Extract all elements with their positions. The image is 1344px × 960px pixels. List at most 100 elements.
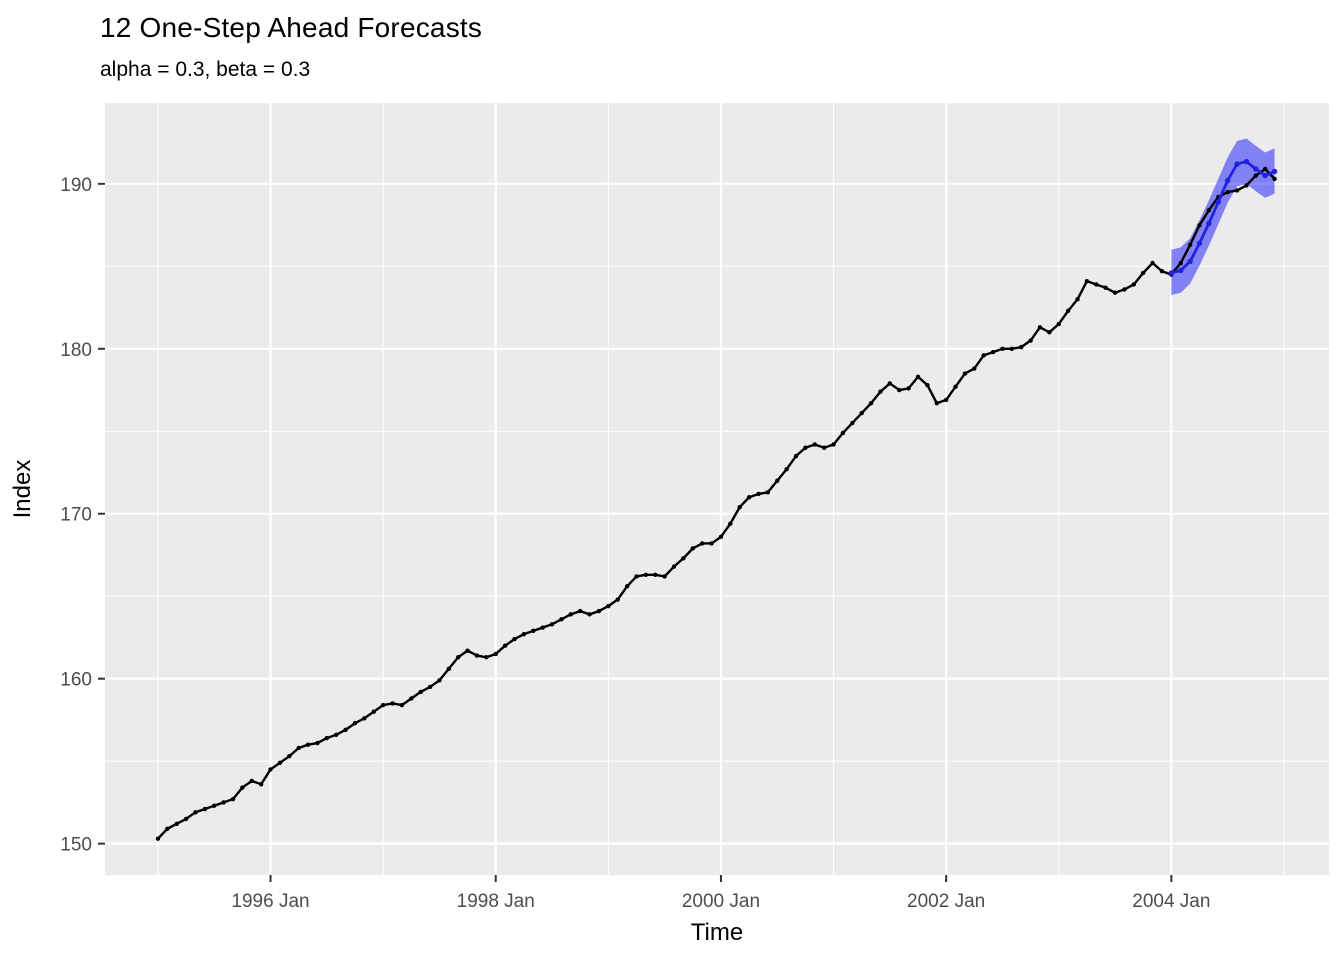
observed-point (455, 655, 461, 660)
observed-point (699, 541, 705, 546)
x-axis-title: Time (691, 919, 743, 946)
observed-point (737, 504, 742, 510)
observed-point (812, 442, 817, 447)
observed-point (221, 800, 226, 805)
observed-point (878, 389, 883, 394)
observed-point (1037, 325, 1043, 330)
observed-point (240, 785, 245, 790)
observed-point (756, 491, 761, 497)
observed-point (1187, 242, 1193, 248)
observed-point (174, 821, 179, 827)
observed-point (540, 625, 545, 630)
observed-point (1019, 344, 1024, 350)
observed-point (821, 445, 827, 450)
forecast-point (1178, 267, 1184, 274)
observed-point (502, 643, 508, 648)
observed-point (474, 653, 480, 658)
observed-point (784, 467, 789, 472)
observed-point (1009, 346, 1015, 351)
observed-point (775, 478, 780, 483)
observed-point (465, 648, 470, 653)
observed-point (1028, 338, 1033, 343)
forecast-point (1187, 258, 1193, 265)
forecast-point (1224, 177, 1231, 184)
observed-point (568, 612, 574, 617)
observed-point (296, 745, 301, 751)
observed-point (1234, 188, 1240, 193)
observed-point (709, 541, 714, 546)
observed-point (746, 495, 752, 500)
observed-point (690, 546, 695, 551)
forecast-point (1196, 240, 1203, 246)
observed-point (409, 696, 414, 701)
observed-point (1225, 189, 1230, 195)
observed-point (1178, 260, 1183, 266)
observed-point (868, 401, 874, 406)
y-axis-tick-label: 170 (60, 505, 92, 526)
observed-point (437, 678, 442, 683)
observed-point (427, 684, 433, 690)
observed-point (1272, 176, 1277, 182)
observed-point (418, 689, 423, 695)
forecast-point (1262, 172, 1268, 179)
observed-point (165, 826, 170, 832)
chart-title: 12 One-Step Ahead Forecasts (100, 12, 483, 43)
observed-point (202, 806, 208, 812)
forecast-point (1206, 220, 1212, 227)
observed-point (484, 655, 489, 660)
x-axis-tick-label: 1996 Jan (231, 891, 309, 912)
observed-point (793, 453, 799, 459)
observed-point (662, 574, 667, 579)
observed-point (1141, 270, 1146, 276)
observed-point (634, 574, 639, 579)
observed-point (962, 371, 968, 376)
observed-point (1206, 208, 1212, 213)
panel-background (105, 103, 1329, 875)
observed-point (305, 742, 311, 747)
forecast-ribbon (1171, 138, 1275, 296)
observed-point (155, 836, 161, 841)
observed-point (531, 628, 536, 634)
y-axis-tick-label: 150 (60, 835, 92, 856)
observed-point (943, 397, 949, 403)
forecast-point (1234, 161, 1240, 167)
observed-point (193, 810, 198, 815)
observed-point (1075, 297, 1080, 302)
observed-point (1094, 282, 1099, 287)
observed-point (840, 430, 846, 436)
observed-point (906, 386, 911, 391)
observed-point (343, 727, 348, 733)
observed-point (1197, 222, 1202, 228)
observed-point (493, 651, 498, 657)
observed-point (334, 732, 339, 737)
observed-point (765, 490, 771, 495)
observed-point (1112, 290, 1118, 295)
x-axis-tick-label: 1998 Jan (457, 891, 535, 912)
observed-point (1262, 166, 1268, 172)
observed-point (615, 597, 620, 602)
observed-point (925, 382, 930, 388)
observed-point (390, 701, 395, 706)
observed-point (446, 666, 452, 672)
observed-point (380, 702, 386, 708)
observed-point (972, 366, 977, 371)
observed-point (606, 603, 611, 609)
observed-point (624, 584, 630, 589)
observed-point (371, 709, 376, 714)
observed-point (803, 445, 808, 450)
y-axis-title: Index (9, 460, 36, 519)
observed-point (897, 387, 902, 393)
forecast-point (1243, 158, 1250, 165)
observed-point (671, 564, 677, 569)
observed-point (1150, 260, 1155, 266)
observed-point (831, 442, 836, 447)
observed-point (183, 816, 189, 822)
observed-point (953, 384, 958, 389)
observed-point (287, 754, 292, 759)
observed-point (399, 702, 405, 708)
observed-point (934, 401, 939, 406)
observed-point (596, 608, 602, 614)
observed-point (277, 760, 283, 766)
